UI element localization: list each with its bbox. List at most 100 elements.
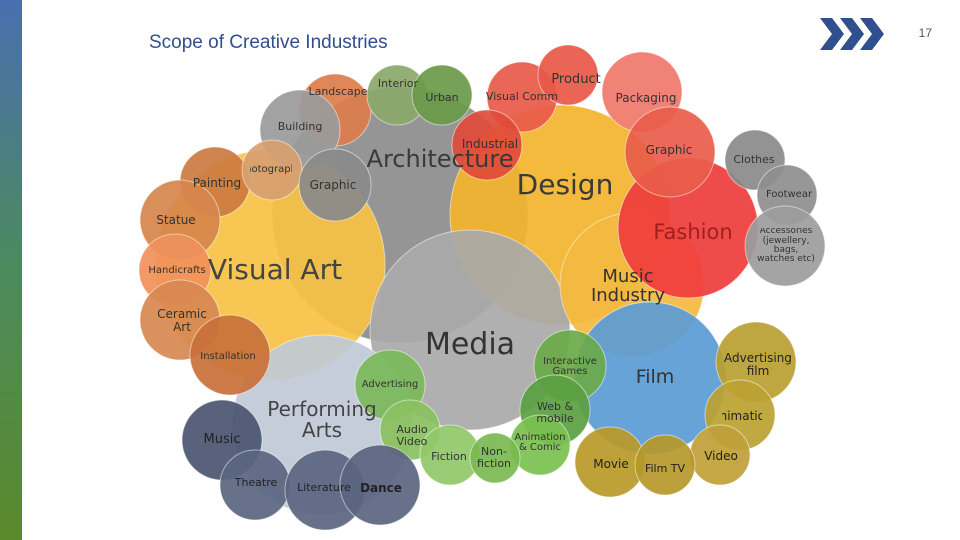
node-label-box: Ceramic Art — [157, 307, 207, 334]
node-label-box: Photography — [250, 163, 292, 175]
node-circle — [744, 205, 826, 287]
node-label: Building — [277, 120, 323, 134]
node-label: Performing Arts — [267, 397, 377, 442]
node-label-box: Installation — [200, 350, 256, 362]
node-label-box: Urban — [425, 91, 459, 105]
node-label: Accessories (jewellery, bags, watches et… — [757, 228, 815, 264]
node-circle — [451, 109, 523, 181]
node-label-box: Fashion — [653, 219, 733, 244]
node-circle — [189, 314, 271, 396]
node-label-box: Visual Art — [207, 253, 343, 287]
node-label-box: Film TV — [644, 462, 686, 476]
node-label-box: Audio Video — [396, 423, 428, 448]
node-label: Literature — [297, 481, 351, 495]
node-label: Film — [635, 366, 675, 389]
node-label-box: Handicrafts — [148, 264, 206, 276]
node-label: Urban — [425, 91, 459, 105]
node-label-box: Graphic — [309, 177, 357, 192]
node-label: Advertising — [361, 378, 419, 390]
node-label-box: Video — [704, 448, 738, 463]
slide-title: Scope of Creative Industries — [149, 32, 388, 53]
node-label-box: Interior — [377, 77, 419, 91]
node-label: Graphic — [645, 142, 693, 157]
node-label-box: Painting — [192, 175, 242, 190]
page-number: 17 — [919, 26, 933, 40]
node-circle — [624, 106, 716, 198]
node-label: Music — [203, 432, 241, 448]
node-label-box: Footwear — [765, 188, 813, 200]
node-label-box: Music — [203, 432, 241, 448]
node-label-box: Accessories (jewellery, bags, watches et… — [757, 228, 815, 264]
node-label: Product — [551, 72, 601, 88]
node-label: Fiction — [431, 450, 467, 464]
labels: Architecture Visual Art Design Media Music I… — [148, 72, 815, 495]
node-label-box: Theatre — [234, 476, 278, 490]
node-label-box: Film — [635, 366, 675, 389]
node-label-box: Packaging — [615, 90, 677, 105]
node-label: Visual Comm — [485, 90, 559, 104]
node-label-box: Clothes — [733, 153, 775, 167]
node-label-box: Fiction — [431, 450, 467, 464]
node-label: Fashion — [653, 219, 733, 244]
circles — [138, 44, 826, 531]
node-label-box: Animation & Comic — [514, 431, 566, 453]
node-label-box: Design — [516, 168, 614, 202]
node-label-box: Music Industry — [590, 266, 666, 306]
node-label-box: Web & mobile — [536, 400, 574, 425]
node-label-box: Industrial — [461, 136, 519, 151]
node-label: Statue — [156, 212, 196, 227]
node-label-box: Landscape — [308, 85, 368, 99]
node-label: Non-fiction — [476, 445, 512, 470]
node-circle — [634, 434, 696, 496]
node-label: Music Industry — [590, 266, 666, 306]
node-label: Web & mobile — [536, 400, 574, 425]
node-label: Movie — [593, 456, 629, 471]
node-label: Audio Video — [396, 423, 428, 448]
node-circle — [411, 64, 473, 126]
node-label: Clothes — [733, 153, 775, 167]
node-label: Installation — [200, 350, 256, 362]
node-label-box: Non-fiction — [476, 445, 512, 470]
node-label: Film TV — [644, 462, 686, 476]
node-label-box: Product — [551, 72, 601, 88]
node-label: Animation & Comic — [514, 431, 566, 453]
node-label: Architecture — [366, 145, 514, 174]
node-label: Design — [516, 168, 614, 202]
side-strip — [0, 0, 22, 540]
node-label: Visual Art — [207, 253, 343, 287]
node-label: Video — [704, 448, 738, 463]
node-label: Photography — [250, 163, 292, 175]
node-label: Theatre — [234, 476, 278, 490]
node-label: Media — [424, 327, 516, 363]
node-label: Interactive Games — [543, 355, 597, 377]
chevrons — [820, 18, 884, 50]
node-label: Interior — [377, 77, 419, 91]
node-label: Advertising film — [724, 351, 792, 378]
node-label: Ceramic Art — [157, 307, 207, 334]
node-label: Animation — [722, 408, 762, 423]
node-label-box: Graphic — [645, 142, 693, 157]
node-label: Graphic — [309, 177, 357, 192]
node-label-box: Performing Arts — [267, 397, 377, 442]
node-circle — [469, 432, 521, 484]
node-label-box: Advertising — [361, 378, 419, 390]
node-label: Landscape — [308, 85, 368, 99]
node-circle — [298, 148, 372, 222]
node-circle — [537, 44, 599, 106]
node-label-box: Animation — [722, 408, 762, 423]
node-label-box: Interactive Games — [543, 355, 597, 377]
node-label-box: Movie — [593, 456, 629, 471]
node-label-box: Building — [277, 120, 323, 134]
node-label: Handicrafts — [148, 264, 206, 276]
node-label-box: Literature — [297, 481, 351, 495]
node-label-box: Architecture — [366, 145, 514, 174]
node-label-box: Dance — [360, 481, 402, 494]
node-label: Industrial — [461, 136, 519, 151]
node-label: Painting — [192, 175, 242, 190]
node-label: Packaging — [615, 90, 677, 105]
node-label-box: Statue — [156, 212, 196, 227]
node-label-box: Visual Comm — [485, 90, 559, 104]
node-circle — [339, 444, 421, 526]
node-label: Footwear — [765, 188, 813, 200]
